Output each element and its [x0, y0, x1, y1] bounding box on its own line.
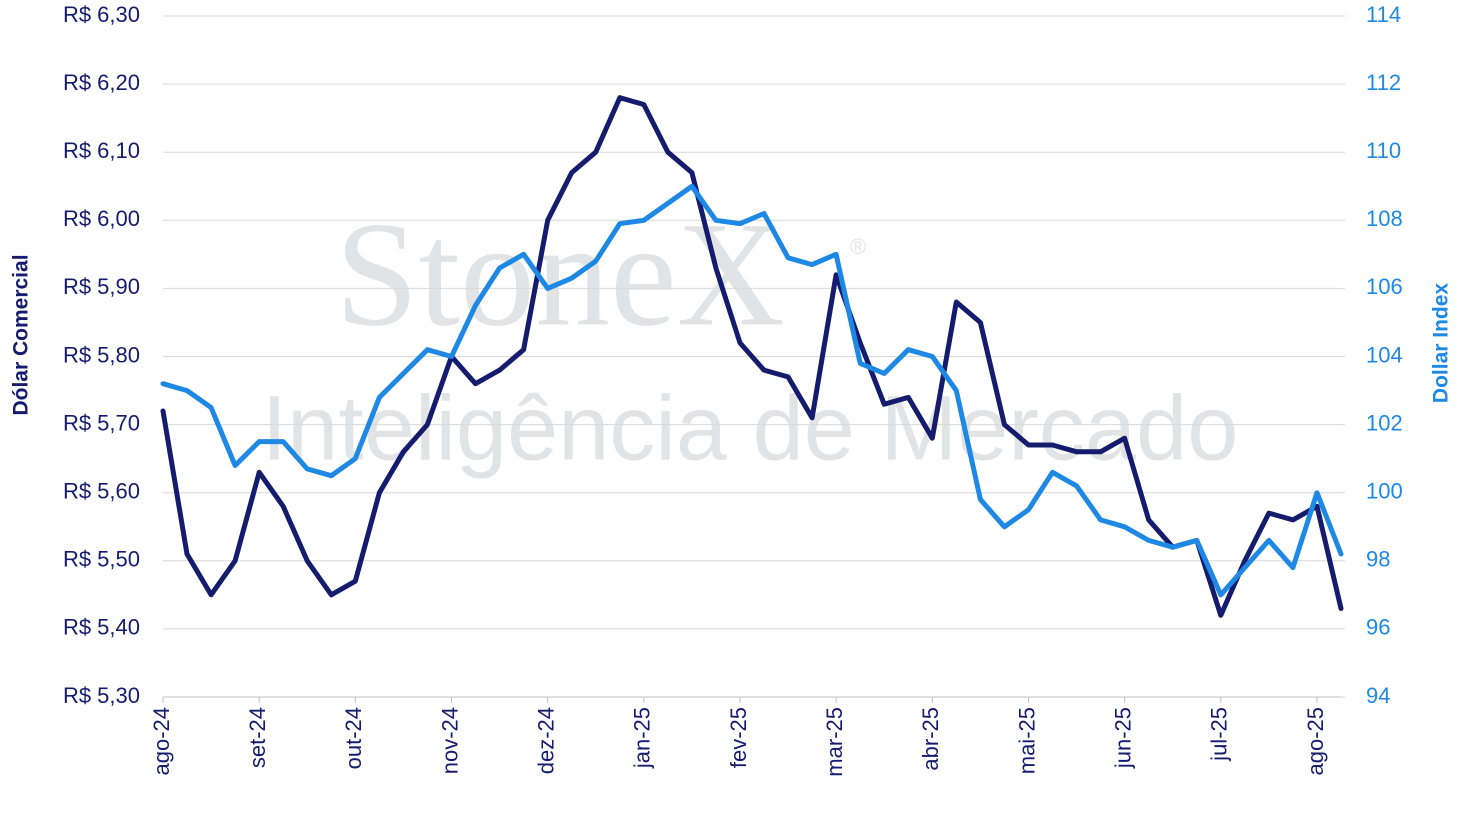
y2-tick-label: 110: [1366, 138, 1401, 163]
y2-tick-label: 104: [1366, 342, 1403, 367]
y2-tick-label: 106: [1366, 274, 1403, 299]
x-tick-label: jun-25: [1110, 707, 1135, 769]
x-tick-label: set-24: [245, 707, 270, 768]
x-tick-label: dez-24: [533, 707, 558, 774]
y-tick-label: R$ 5,40: [63, 615, 140, 640]
watermark: StoneX ® Inteligência de Mercado: [262, 191, 1239, 479]
y-tick-label: R$ 5,80: [63, 342, 140, 367]
y-tick-label: R$ 5,90: [63, 274, 140, 299]
y-tick-label: R$ 5,70: [63, 410, 140, 435]
y2-axis-title: Dollar Index: [1430, 283, 1453, 404]
y-tick-label: R$ 6,00: [63, 206, 140, 231]
y2-tick-label: 108: [1366, 206, 1403, 231]
y2-tick-label: 102: [1366, 410, 1403, 435]
y-tick-label: R$ 5,60: [63, 479, 140, 504]
x-tick-label: ago-25: [1303, 707, 1328, 776]
y2-tick-label: 98: [1366, 547, 1390, 572]
x-tick-label: jan-25: [630, 707, 655, 769]
y-tick-label: R$ 5,30: [63, 683, 140, 708]
watermark-subtitle: Inteligência de Mercado: [262, 377, 1239, 479]
series-line: [160, 95, 1344, 618]
y2-tick-label: 96: [1366, 615, 1390, 640]
x-tick-label: out-24: [341, 707, 366, 769]
x-tick-label: mai-25: [1014, 707, 1039, 774]
x-tick-label: fev-25: [726, 707, 751, 768]
y2-tick-label: 112: [1366, 70, 1401, 95]
x-tick-label: jul-25: [1207, 707, 1232, 762]
y2-tick-label: 100: [1366, 479, 1403, 504]
x-tick-label: nov-24: [437, 707, 462, 774]
x-tick-label: ago-24: [149, 707, 174, 776]
watermark-brand: StoneX: [335, 191, 785, 357]
x-tick-label: mar-25: [822, 707, 847, 777]
y-tick-label: R$ 5,50: [63, 547, 140, 572]
y2-tick-label: 94: [1366, 683, 1390, 708]
watermark-mark: ®: [850, 234, 866, 259]
y-tick-label: R$ 6,20: [63, 70, 140, 95]
x-tick-label: abr-25: [918, 707, 943, 771]
y-axis-title: Dólar Comercial: [10, 254, 33, 415]
y-tick-label: R$ 6,10: [63, 138, 140, 163]
y2-tick-label: 114: [1366, 2, 1401, 27]
series-line: [160, 183, 1344, 598]
y-tick-label: R$ 6,30: [63, 2, 140, 27]
